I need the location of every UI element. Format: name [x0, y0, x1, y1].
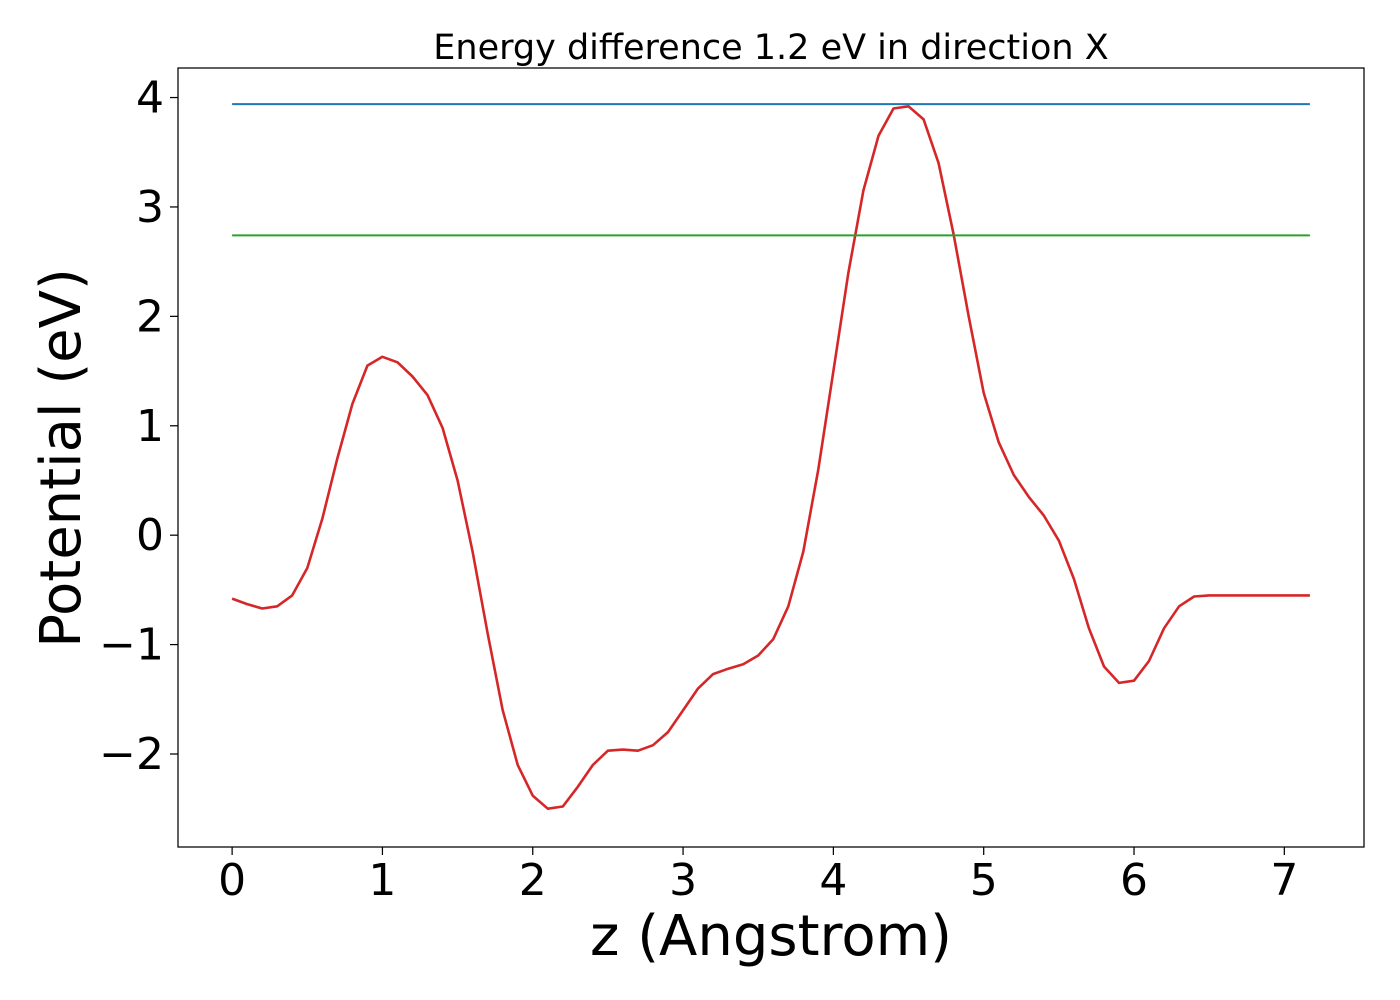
- y-tick-label: 0: [136, 510, 164, 561]
- y-tick-label: −1: [99, 620, 164, 671]
- x-tick-label: 2: [519, 855, 547, 906]
- chart-title: Energy difference 1.2 eV in direction X: [433, 28, 1108, 68]
- x-tick-label: 1: [368, 855, 396, 906]
- x-tick-label: 4: [819, 855, 847, 906]
- plot-area-frame: [177, 67, 1365, 848]
- y-axis: −2 −1 0 1 2 3 4: [99, 73, 178, 780]
- x-axis: 0 1 2 3 4 5 6 7: [218, 847, 1298, 906]
- series-line-0: [231, 105, 1310, 811]
- y-tick-label: 2: [136, 291, 164, 342]
- x-tick-label: 7: [1270, 855, 1298, 906]
- x-tick-label: 0: [218, 855, 246, 906]
- x-axis-label: z (Angstrom): [590, 904, 952, 969]
- y-axis-label: Potential (eV): [29, 268, 94, 648]
- y-tick-label: 3: [136, 182, 164, 233]
- y-tick-label: 1: [136, 401, 164, 452]
- y-tick-label: 4: [136, 73, 164, 124]
- x-tick-label: 6: [1120, 855, 1148, 906]
- x-tick-label: 5: [970, 855, 998, 906]
- x-tick-label: 3: [669, 855, 697, 906]
- series-layer: [231, 103, 1310, 811]
- y-tick-label: −2: [99, 729, 164, 780]
